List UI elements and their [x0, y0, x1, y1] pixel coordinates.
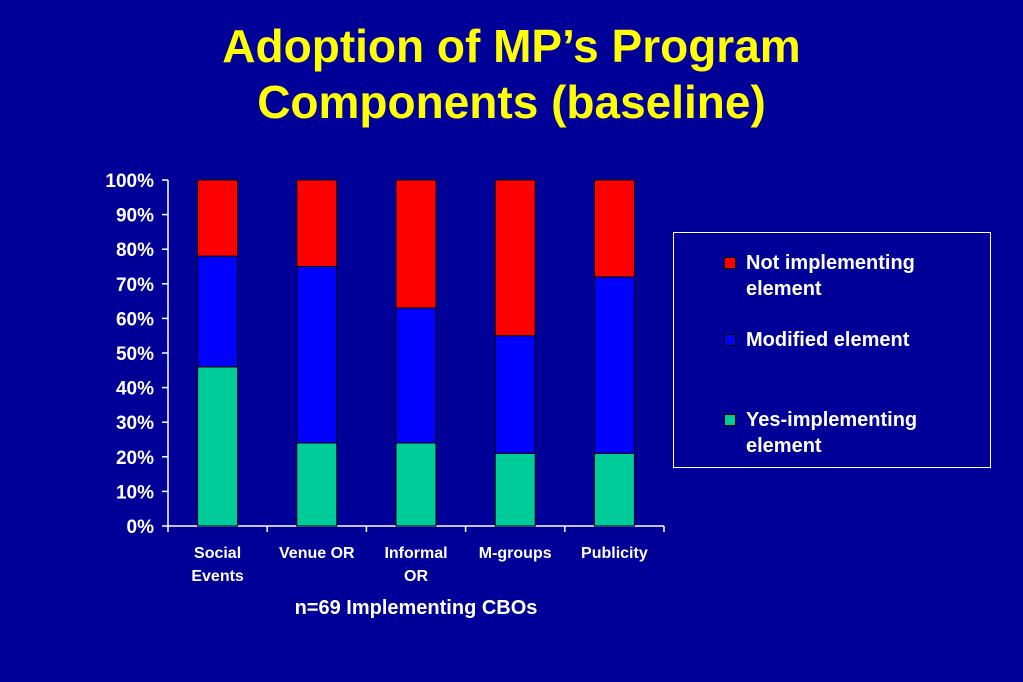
y-tick-label: 10%: [116, 482, 154, 503]
bar-segment: [296, 179, 338, 267]
legend-label-not-implementing: Not implementing element: [746, 252, 915, 300]
x-tick-label: Events: [191, 568, 244, 585]
bar-segment: [395, 307, 437, 444]
bar-segment: [593, 276, 635, 454]
bar-segment: [296, 442, 338, 527]
x-tick-label: Informal: [384, 545, 447, 562]
bar-segment: [197, 366, 239, 527]
chart-title-line-1: Adoption of MP’s Program: [222, 20, 801, 72]
x-tick-label: Social: [194, 545, 241, 562]
bar-segment: [395, 179, 437, 309]
x-tick-label: OR: [404, 568, 428, 585]
bar-segment: [296, 266, 338, 444]
y-tick-label: 50%: [116, 344, 154, 365]
legend-swatch-yes-implementing: [724, 414, 736, 426]
legend: Not implementing element Modified elemen…: [673, 232, 991, 468]
y-tick-label: 60%: [116, 309, 154, 330]
chart-title-line-2: Components (baseline): [257, 76, 766, 128]
y-tick-label: 20%: [116, 448, 154, 469]
y-tick-label: 30%: [116, 413, 154, 434]
y-tick-label: 80%: [116, 240, 154, 261]
bar-segment: [197, 255, 239, 368]
x-tick-label: M-groups: [479, 545, 552, 562]
legend-label-modified: Modified element: [746, 329, 910, 351]
bar-segment: [494, 452, 536, 527]
x-tick-label: Venue OR: [279, 545, 355, 562]
bar-segment: [494, 179, 536, 337]
bar-segment: [593, 452, 635, 527]
bar-segment: [197, 179, 239, 257]
y-tick-label: 90%: [116, 206, 154, 227]
bar-segment: [593, 179, 635, 278]
y-tick-label: 70%: [116, 275, 154, 296]
bar-segment: [395, 442, 437, 527]
y-tick-label: 40%: [116, 379, 154, 400]
legend-swatch-not-implementing: [724, 257, 736, 269]
x-tick-label: Publicity: [581, 545, 648, 562]
chart-title: Adoption of MP’s Program Components (bas…: [0, 18, 1023, 130]
legend-swatch-modified: [724, 334, 736, 346]
y-tick-label: 100%: [105, 171, 154, 192]
legend-label-yes-implementing: Yes-implementing element: [746, 409, 918, 457]
bar-segment: [494, 335, 536, 454]
y-tick-label: 0%: [127, 517, 155, 538]
x-axis-title: n=69 Implementing CBOs: [294, 597, 538, 619]
